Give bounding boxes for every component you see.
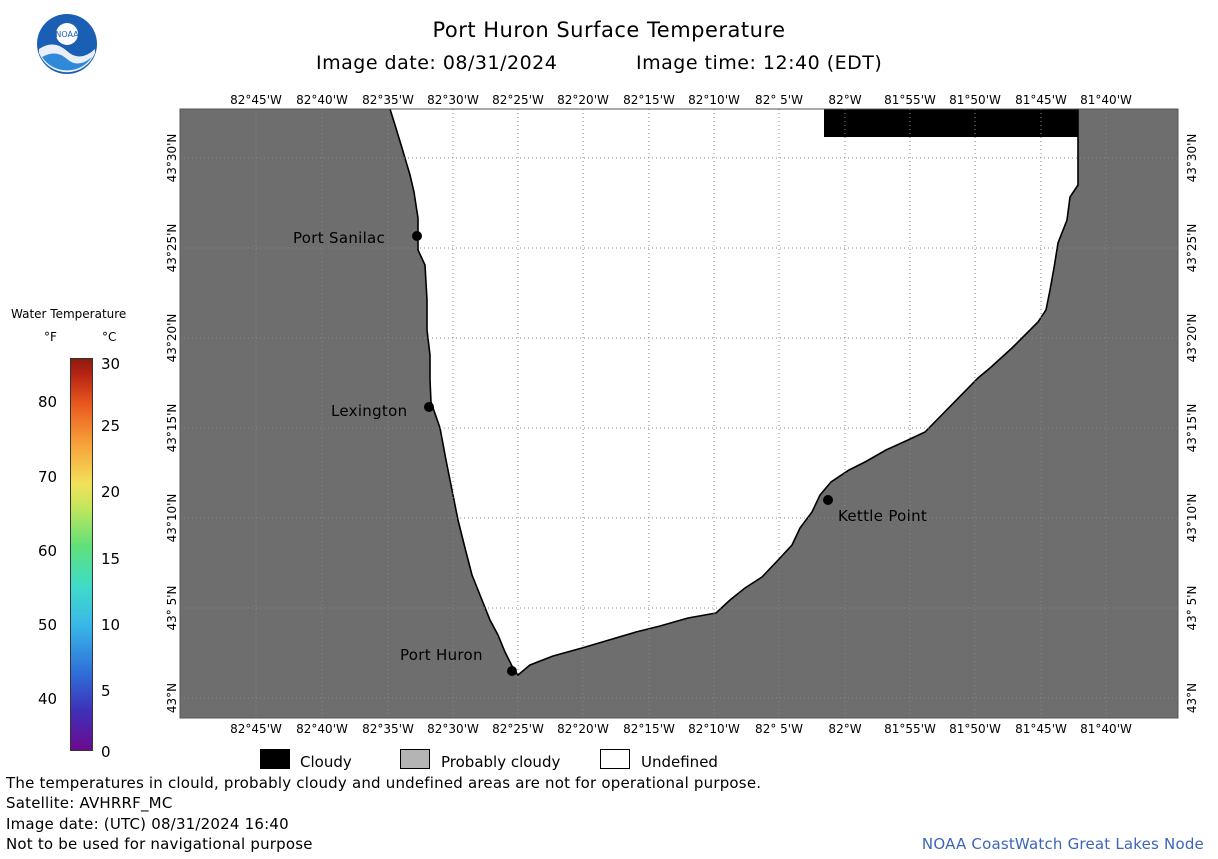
kettle-point-marker xyxy=(823,495,833,505)
port-sanilac-marker xyxy=(412,231,422,241)
logo-text: NOAA xyxy=(55,30,79,39)
lake-huron-water xyxy=(390,109,1078,675)
lon-tick-bottom: 82° 5'W xyxy=(755,722,803,736)
lexington-marker xyxy=(424,402,434,412)
lat-tick-left: 43° 5'N xyxy=(165,585,179,631)
navigation-warning: Not to be used for navigational purpose xyxy=(6,835,313,853)
map-frame xyxy=(179,108,1179,719)
lon-tick-top: 81°45'W xyxy=(1015,93,1067,107)
lon-tick-bottom: 82°20'W xyxy=(557,722,609,736)
lat-tick-left: 43°15'N xyxy=(165,403,179,453)
lat-tick-right: 43°10'N xyxy=(1185,493,1199,543)
f-label: 80 xyxy=(38,393,58,411)
lon-tick-bottom: 82°45'W xyxy=(230,722,282,736)
c-label: 20 xyxy=(101,483,121,501)
utc-date-text: Image date: (UTC) 08/31/2024 16:40 xyxy=(6,815,289,833)
probably-cloudy-swatch xyxy=(400,749,430,769)
f-label: 60 xyxy=(38,542,58,560)
lexington-label: Lexington xyxy=(331,402,408,420)
map-title: Port Huron Surface Temperature xyxy=(432,18,786,42)
f-label: 40 xyxy=(38,690,58,708)
lon-tick-top: 82°25'W xyxy=(492,93,544,107)
kettle-point-label: Kettle Point xyxy=(838,507,928,525)
colorbar-frame xyxy=(70,358,93,751)
lon-tick-top: 82°W xyxy=(828,93,862,107)
lat-tick-right: 43° 5'N xyxy=(1185,585,1199,631)
lat-tick-right: 43°15'N xyxy=(1185,403,1199,453)
lat-tick-left: 43°30'N xyxy=(165,133,179,183)
satellite-text: Satellite: AVHRRF_MC xyxy=(6,794,173,812)
temperature-colorbar xyxy=(70,358,93,751)
lon-tick-top: 81°55'W xyxy=(884,93,936,107)
f-label: 50 xyxy=(38,616,58,634)
legend-title: Water Temperature xyxy=(11,307,127,321)
lon-tick-bottom: 82°W xyxy=(828,722,862,736)
port-huron-label: Port Huron xyxy=(400,646,483,664)
lon-tick-top: 82°45'W xyxy=(230,93,282,107)
lon-tick-bottom: 81°45'W xyxy=(1015,722,1067,736)
lon-tick-top: 81°40'W xyxy=(1080,93,1132,107)
lon-tick-top: 82°15'W xyxy=(623,93,675,107)
lon-tick-bottom: 81°55'W xyxy=(884,722,936,736)
lat-tick-right: 43°N xyxy=(1185,682,1199,714)
graticule xyxy=(180,109,1178,718)
shoreline xyxy=(389,108,1079,677)
noaa-logo: NOAA xyxy=(36,13,98,75)
lon-tick-bottom: 81°50'W xyxy=(949,722,1001,736)
lat-tick-left: 43°20'N xyxy=(165,313,179,363)
lat-tick-right: 43°30'N xyxy=(1185,133,1199,183)
lon-tick-top: 82°30'W xyxy=(427,93,479,107)
cloudy-label: Cloudy xyxy=(300,753,352,771)
lon-tick-bottom: 81°40'W xyxy=(1080,722,1132,736)
lon-tick-bottom: 82°10'W xyxy=(688,722,740,736)
lat-tick-left: 43°N xyxy=(165,682,179,714)
lon-tick-bottom: 82°25'W xyxy=(492,722,544,736)
lon-tick-top: 81°50'W xyxy=(949,93,1001,107)
c-label: 10 xyxy=(101,616,121,634)
lon-tick-top: 82°10'W xyxy=(688,93,740,107)
c-label: 0 xyxy=(101,743,111,761)
lon-tick-top: 82°20'W xyxy=(557,93,609,107)
undefined-swatch xyxy=(600,749,630,769)
disclaimer-text: The temperatures in clould, probably clo… xyxy=(6,774,762,792)
lat-tick-left: 43°25'N xyxy=(165,223,179,273)
lon-tick-bottom: 82°15'W xyxy=(623,722,675,736)
cloudy-swatch xyxy=(260,749,290,769)
c-label: 25 xyxy=(101,417,121,435)
lon-tick-top: 82°35'W xyxy=(362,93,414,107)
probably-cloudy-label: Probably cloudy xyxy=(441,753,561,771)
image-time: Image time: 12:40 (EDT) xyxy=(636,52,883,74)
lat-tick-right: 43°20'N xyxy=(1185,313,1199,363)
city-markers xyxy=(412,231,833,676)
c-label: 30 xyxy=(101,355,121,373)
image-date: Image date: 08/31/2024 xyxy=(316,52,558,74)
port-huron-marker xyxy=(507,666,517,676)
lat-tick-left: 43°10'N xyxy=(165,493,179,543)
cloudy-area xyxy=(824,109,1078,137)
lon-tick-top: 82°40'W xyxy=(296,93,348,107)
undefined-label: Undefined xyxy=(641,753,718,771)
lat-tick-right: 43°25'N xyxy=(1185,223,1199,273)
credit-text: NOAA CoastWatch Great Lakes Node xyxy=(921,835,1204,853)
port-sanilac-label: Port Sanilac xyxy=(293,229,386,247)
unit-fahrenheit: °F xyxy=(44,330,57,344)
c-label: 15 xyxy=(101,550,121,568)
c-label: 5 xyxy=(101,682,111,700)
lon-tick-top: 82° 5'W xyxy=(755,93,803,107)
unit-celsius: °C xyxy=(102,330,117,344)
lon-tick-bottom: 82°40'W xyxy=(296,722,348,736)
lon-tick-bottom: 82°35'W xyxy=(362,722,414,736)
lon-tick-bottom: 82°30'W xyxy=(427,722,479,736)
f-label: 70 xyxy=(38,468,58,486)
